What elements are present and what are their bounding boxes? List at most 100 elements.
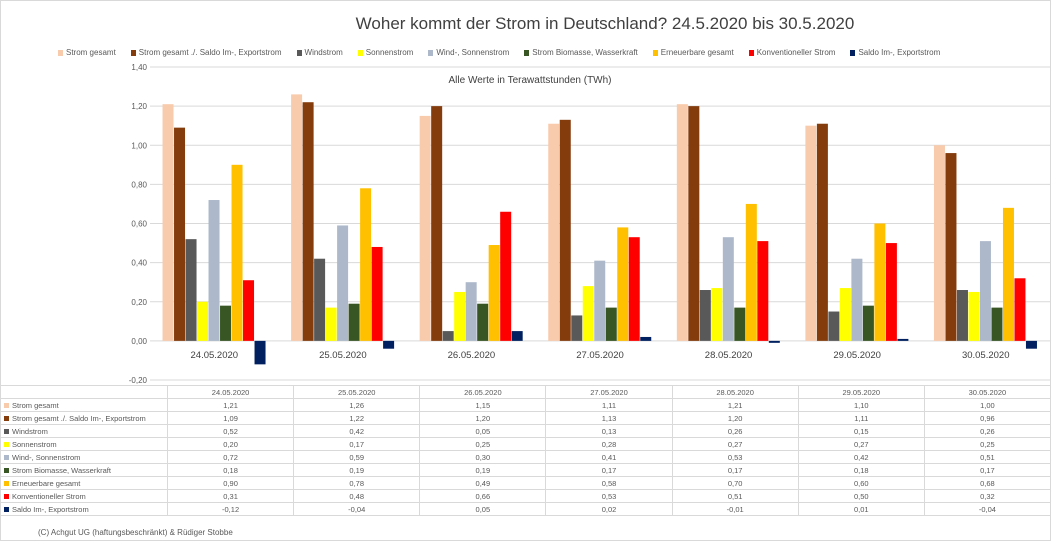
table-cell: 0,60 [797, 476, 925, 490]
bar [231, 164, 243, 341]
table-cell: -0,04 [293, 502, 421, 516]
table-cell: 0,96 [923, 411, 1051, 425]
legend-label: Saldo Im-, Exportstrom [858, 48, 941, 57]
legend-item: Konventioneller Strom [748, 48, 835, 57]
table-header-date: 28.05.2020 [671, 385, 799, 399]
table-cell: 0,48 [293, 489, 421, 503]
legend-swatch [357, 49, 363, 56]
bar [1002, 207, 1014, 341]
table-row-label: Strom gesamt [0, 398, 168, 412]
bar [933, 145, 945, 341]
table-cell: 0,17 [293, 437, 421, 451]
legend-swatch [524, 49, 530, 56]
y-tick-label: 0,40 [131, 259, 147, 268]
bar [571, 315, 583, 341]
bar [605, 307, 617, 341]
legend: Strom gesamt Strom gesamt ./. Saldo Im-, … [58, 48, 955, 57]
bar [594, 260, 606, 341]
y-tick-label: 1,40 [131, 63, 147, 72]
chart-subtitle: Alle Werte in Terawattstunden (TWh) [448, 75, 612, 86]
table-cell: 0,78 [293, 476, 421, 490]
table-cell: 0,53 [545, 489, 673, 503]
bar [488, 245, 500, 341]
table-cell: 0,01 [797, 502, 925, 516]
bar [197, 301, 209, 341]
bar [162, 104, 174, 341]
table-header-date: 24.05.2020 [166, 385, 295, 399]
table-cell: 0,42 [797, 450, 925, 464]
bar [699, 290, 711, 341]
y-tick-label: 0,00 [131, 337, 147, 346]
legend-item: Saldo Im-, Exportstrom [850, 48, 940, 57]
legend-swatch [4, 428, 9, 434]
bar [302, 102, 314, 341]
y-tick-label: 0,80 [131, 180, 147, 189]
table-cell: 0,19 [419, 463, 547, 477]
table-cell: 0,25 [419, 437, 547, 451]
bar [688, 106, 700, 341]
legend-label: Windstrom [304, 48, 343, 57]
table-cell: 0,68 [923, 476, 1051, 490]
bar [734, 307, 746, 341]
table-cell: 1,20 [419, 411, 547, 425]
bar [419, 115, 431, 341]
legend-item: Strom Biomasse, Wasserkraft [524, 48, 638, 57]
table-cell: -0,12 [166, 502, 295, 516]
table-row-label: Wind-, Sonnenstrom [0, 450, 168, 464]
series-name: Wind-, Sonnenstrom [12, 452, 81, 462]
series-name: Windstrom [12, 426, 48, 436]
table-cell: 0,26 [923, 424, 1051, 438]
bar [839, 288, 851, 341]
data-table: 24.05.2020 25.05.2020 26.05.2020 27.05.2020… [0, 385, 1051, 516]
bar [174, 127, 186, 341]
bar [325, 307, 337, 341]
table-cell: 0,70 [671, 476, 799, 490]
series-name: Konventioneller Strom [12, 491, 86, 501]
footer-copyright: (C) Achgut UG (haftungsbeschränkt) & Rüd… [38, 528, 233, 537]
x-tick-label: 28.05.2020 [705, 350, 753, 361]
bar [220, 305, 232, 341]
table-cell: 0,53 [671, 450, 799, 464]
table-cell: 1,15 [419, 398, 547, 412]
bar [465, 282, 477, 341]
table-cell: 1,00 [923, 398, 1051, 412]
bar [828, 311, 840, 341]
legend-swatch [748, 49, 754, 56]
legend-swatch [4, 454, 9, 460]
table-cell: 0,52 [166, 424, 295, 438]
legend-swatch [58, 49, 63, 56]
table-row: Wind-, Sonnenstrom 0,72 0,59 0,30 0,41 0,53 0,… [0, 450, 1051, 464]
bar [805, 125, 817, 341]
table-cell: 0,51 [923, 450, 1051, 464]
table-cell: 1,09 [166, 411, 295, 425]
table-cell: 1,21 [671, 398, 799, 412]
bar [722, 237, 734, 341]
series-name: Erneuerbare gesamt [12, 478, 81, 488]
legend-label: Wind-, Sonnenstrom [436, 48, 510, 57]
legend-swatch [4, 441, 9, 447]
series-name: Strom gesamt ./. Saldo Im-, Exportstrom [12, 413, 146, 423]
table-header-date: 26.05.2020 [419, 385, 547, 399]
table-cell: 0,41 [545, 450, 673, 464]
y-tick-label: 0,60 [131, 220, 147, 229]
table-cell: 0,15 [797, 424, 925, 438]
table-cell: 0,30 [419, 450, 547, 464]
legend-swatch [4, 506, 9, 512]
legend-item: Wind-, Sonnenstrom [428, 48, 509, 57]
series-name: Strom gesamt [12, 400, 59, 410]
x-tick-label: 30.05.2020 [962, 350, 1010, 361]
table-row-label: Saldo Im-, Exportstrom [0, 502, 168, 516]
bar-chart: -0,20 0,00 0,20 0,40 0,60 0,80 1,00 1,20 1,40 24.… [129, 63, 1050, 385]
table-row: Windstrom 0,52 0,42 0,05 0,13 0,26 0,15 0,26 [0, 424, 1051, 438]
legend-label: Sonnenstrom [365, 48, 414, 57]
table-cell: 0,58 [545, 476, 673, 490]
bar [337, 225, 349, 341]
series-name: Saldo Im-, Exportstrom [12, 504, 89, 514]
table-cell: 0,05 [419, 424, 547, 438]
legend-swatch [4, 402, 9, 408]
bar [208, 200, 220, 341]
table-cell: 0,18 [166, 463, 295, 477]
legend-item: Erneuerbare gesamt [652, 48, 734, 57]
table-cell: 0,59 [293, 450, 421, 464]
table-cell: 1,10 [797, 398, 925, 412]
